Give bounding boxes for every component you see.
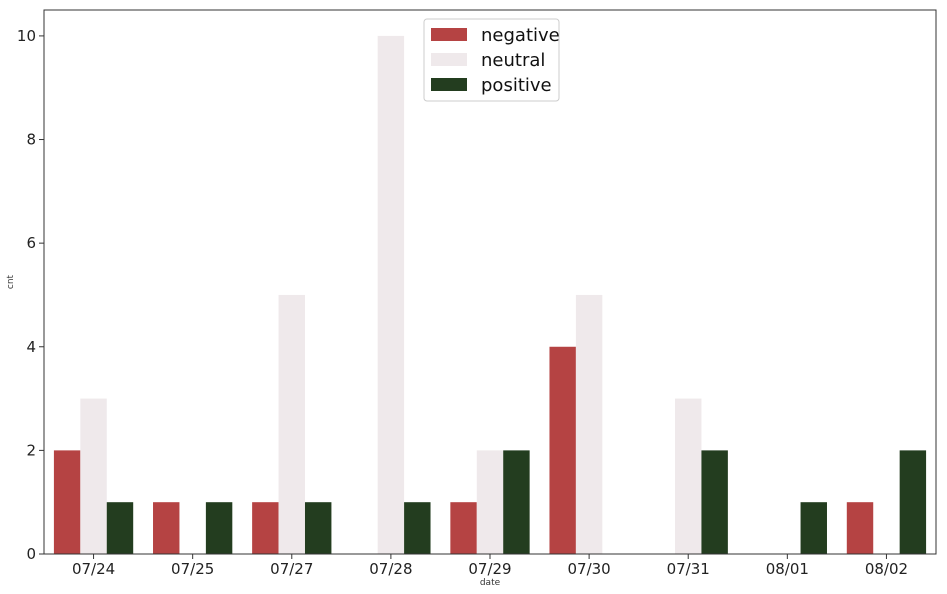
legend-swatch-positive [431,78,467,91]
legend: negative neutral positive [423,18,560,102]
x-axis-title: date [480,578,501,588]
bar-neutral-07-30 [575,294,603,554]
bar-negative-07-24 [53,450,81,554]
bar-positive-07-24 [106,502,134,554]
bar-positive-08-02 [899,450,927,554]
x-tick-label: 08/02 [865,560,908,578]
y-tick-label: 10 [17,27,36,45]
bar-positive-07-28 [404,502,431,554]
x-tick-label: 07/25 [171,560,214,578]
y-tick-label: 2 [26,441,36,459]
bar-neutral-07-24 [80,398,107,554]
bar-positive-07-31 [701,450,728,554]
bars-layer [53,35,927,554]
bar-neutral-07-31 [675,398,702,554]
legend-label-negative: negative [481,25,560,46]
y-axis-title: cnt [6,274,16,289]
y-tick-label: 6 [26,234,36,252]
y-tick-label: 0 [26,545,36,563]
x-tick-label: 07/29 [468,560,511,578]
legend-label-neutral: neutral [481,50,545,71]
bar-negative-07-25 [153,502,180,554]
x-tick-label: 07/30 [567,560,610,578]
y-tick-label: 4 [26,338,36,356]
bar-negative-07-27 [252,502,279,554]
y-tick-label: 8 [26,131,36,149]
bar-neutral-07-29 [476,450,504,554]
y-axis: 0 2 4 6 8 10 [17,27,44,563]
legend-swatch-neutral [431,53,467,66]
x-tick-label: 08/01 [766,560,809,578]
bar-positive-08-01 [800,502,827,554]
bar-neutral-07-27 [278,294,305,554]
bar-positive-07-27 [304,502,332,554]
x-axis: 07/24 07/25 07/27 07/28 07/29 07/30 07/31 08/01… [72,554,908,578]
bar-positive-07-25 [205,502,233,554]
x-tick-label: 07/31 [667,560,710,578]
bar-positive-07-29 [503,450,530,554]
x-tick-label: 07/27 [270,560,313,578]
x-tick-label: 07/24 [72,560,115,578]
bar-neutral-07-28 [377,35,405,554]
bar-negative-07-29 [450,502,477,554]
x-tick-label: 07/28 [369,560,412,578]
bar-negative-07-30 [549,346,576,554]
legend-label-positive: positive [481,75,552,96]
legend-swatch-negative [431,28,467,41]
bar-negative-08-02 [846,502,874,554]
